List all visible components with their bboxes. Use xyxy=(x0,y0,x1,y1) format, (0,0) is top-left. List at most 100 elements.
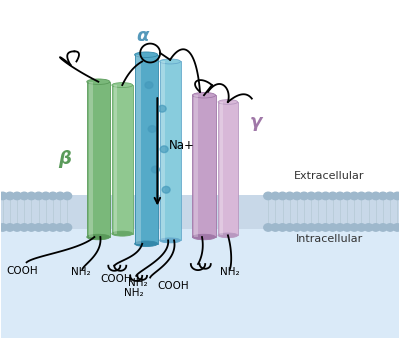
Circle shape xyxy=(20,192,28,200)
FancyBboxPatch shape xyxy=(87,82,110,237)
Circle shape xyxy=(300,192,308,200)
Circle shape xyxy=(145,82,153,88)
Circle shape xyxy=(278,192,287,200)
Circle shape xyxy=(350,192,359,200)
Circle shape xyxy=(372,224,380,231)
Circle shape xyxy=(314,224,323,231)
Circle shape xyxy=(321,224,330,231)
Circle shape xyxy=(357,192,366,200)
Circle shape xyxy=(336,192,344,200)
Ellipse shape xyxy=(87,79,110,84)
Circle shape xyxy=(48,224,57,231)
Circle shape xyxy=(63,224,72,231)
Circle shape xyxy=(378,192,387,200)
Circle shape xyxy=(343,224,352,231)
FancyBboxPatch shape xyxy=(114,85,117,234)
Circle shape xyxy=(343,192,352,200)
FancyBboxPatch shape xyxy=(112,85,133,234)
Text: NH₂: NH₂ xyxy=(71,267,90,277)
Text: COOH: COOH xyxy=(157,281,189,291)
Circle shape xyxy=(34,192,43,200)
Circle shape xyxy=(20,224,28,231)
Circle shape xyxy=(292,224,301,231)
Ellipse shape xyxy=(112,231,133,236)
Text: NH₂: NH₂ xyxy=(220,267,240,277)
FancyBboxPatch shape xyxy=(135,55,158,244)
Circle shape xyxy=(148,126,156,132)
Circle shape xyxy=(393,224,400,231)
Ellipse shape xyxy=(192,93,216,98)
FancyBboxPatch shape xyxy=(136,55,141,244)
Circle shape xyxy=(27,192,36,200)
Circle shape xyxy=(300,224,308,231)
Text: COOH: COOH xyxy=(7,266,38,276)
Circle shape xyxy=(321,192,330,200)
Text: NH₂: NH₂ xyxy=(128,278,148,287)
Ellipse shape xyxy=(112,83,133,87)
FancyBboxPatch shape xyxy=(1,227,399,338)
Ellipse shape xyxy=(160,238,180,243)
Circle shape xyxy=(162,186,170,193)
Ellipse shape xyxy=(218,233,238,238)
FancyBboxPatch shape xyxy=(220,102,223,235)
Circle shape xyxy=(307,192,316,200)
Circle shape xyxy=(13,224,22,231)
FancyBboxPatch shape xyxy=(1,195,399,228)
Circle shape xyxy=(314,192,323,200)
Circle shape xyxy=(0,192,7,200)
Circle shape xyxy=(151,166,159,173)
Circle shape xyxy=(364,224,373,231)
Text: NH₂: NH₂ xyxy=(124,288,144,298)
Circle shape xyxy=(6,192,14,200)
Circle shape xyxy=(48,192,57,200)
Text: β: β xyxy=(58,151,71,168)
Ellipse shape xyxy=(218,100,238,104)
FancyBboxPatch shape xyxy=(194,95,198,237)
Circle shape xyxy=(285,192,294,200)
Ellipse shape xyxy=(192,234,216,240)
Circle shape xyxy=(292,192,301,200)
Circle shape xyxy=(378,224,387,231)
Circle shape xyxy=(372,192,380,200)
Circle shape xyxy=(271,192,280,200)
Circle shape xyxy=(386,224,394,231)
Circle shape xyxy=(56,224,64,231)
FancyBboxPatch shape xyxy=(192,95,216,237)
Text: α: α xyxy=(136,27,148,45)
Text: Intracellular: Intracellular xyxy=(296,234,363,244)
Circle shape xyxy=(271,224,280,231)
Circle shape xyxy=(328,192,337,200)
Ellipse shape xyxy=(160,59,180,64)
FancyBboxPatch shape xyxy=(218,102,238,235)
FancyBboxPatch shape xyxy=(160,61,180,240)
Circle shape xyxy=(160,146,168,153)
Circle shape xyxy=(158,105,166,112)
Circle shape xyxy=(34,224,43,231)
Circle shape xyxy=(63,192,72,200)
Circle shape xyxy=(285,224,294,231)
Circle shape xyxy=(41,192,50,200)
Circle shape xyxy=(264,224,272,231)
Circle shape xyxy=(6,224,14,231)
Circle shape xyxy=(350,224,359,231)
Text: COOH: COOH xyxy=(100,274,132,284)
Ellipse shape xyxy=(135,241,158,246)
Circle shape xyxy=(56,192,64,200)
FancyBboxPatch shape xyxy=(161,61,165,240)
FancyBboxPatch shape xyxy=(89,82,93,237)
Text: Na+: Na+ xyxy=(169,139,195,152)
Circle shape xyxy=(328,224,337,231)
Circle shape xyxy=(41,224,50,231)
Circle shape xyxy=(357,224,366,231)
Text: Extracellular: Extracellular xyxy=(294,171,365,181)
Circle shape xyxy=(0,224,7,231)
Circle shape xyxy=(364,192,373,200)
Circle shape xyxy=(307,224,316,231)
Ellipse shape xyxy=(135,52,158,57)
Circle shape xyxy=(27,224,36,231)
Circle shape xyxy=(393,192,400,200)
Circle shape xyxy=(386,192,394,200)
Text: γ: γ xyxy=(250,113,262,131)
Circle shape xyxy=(336,224,344,231)
Circle shape xyxy=(264,192,272,200)
